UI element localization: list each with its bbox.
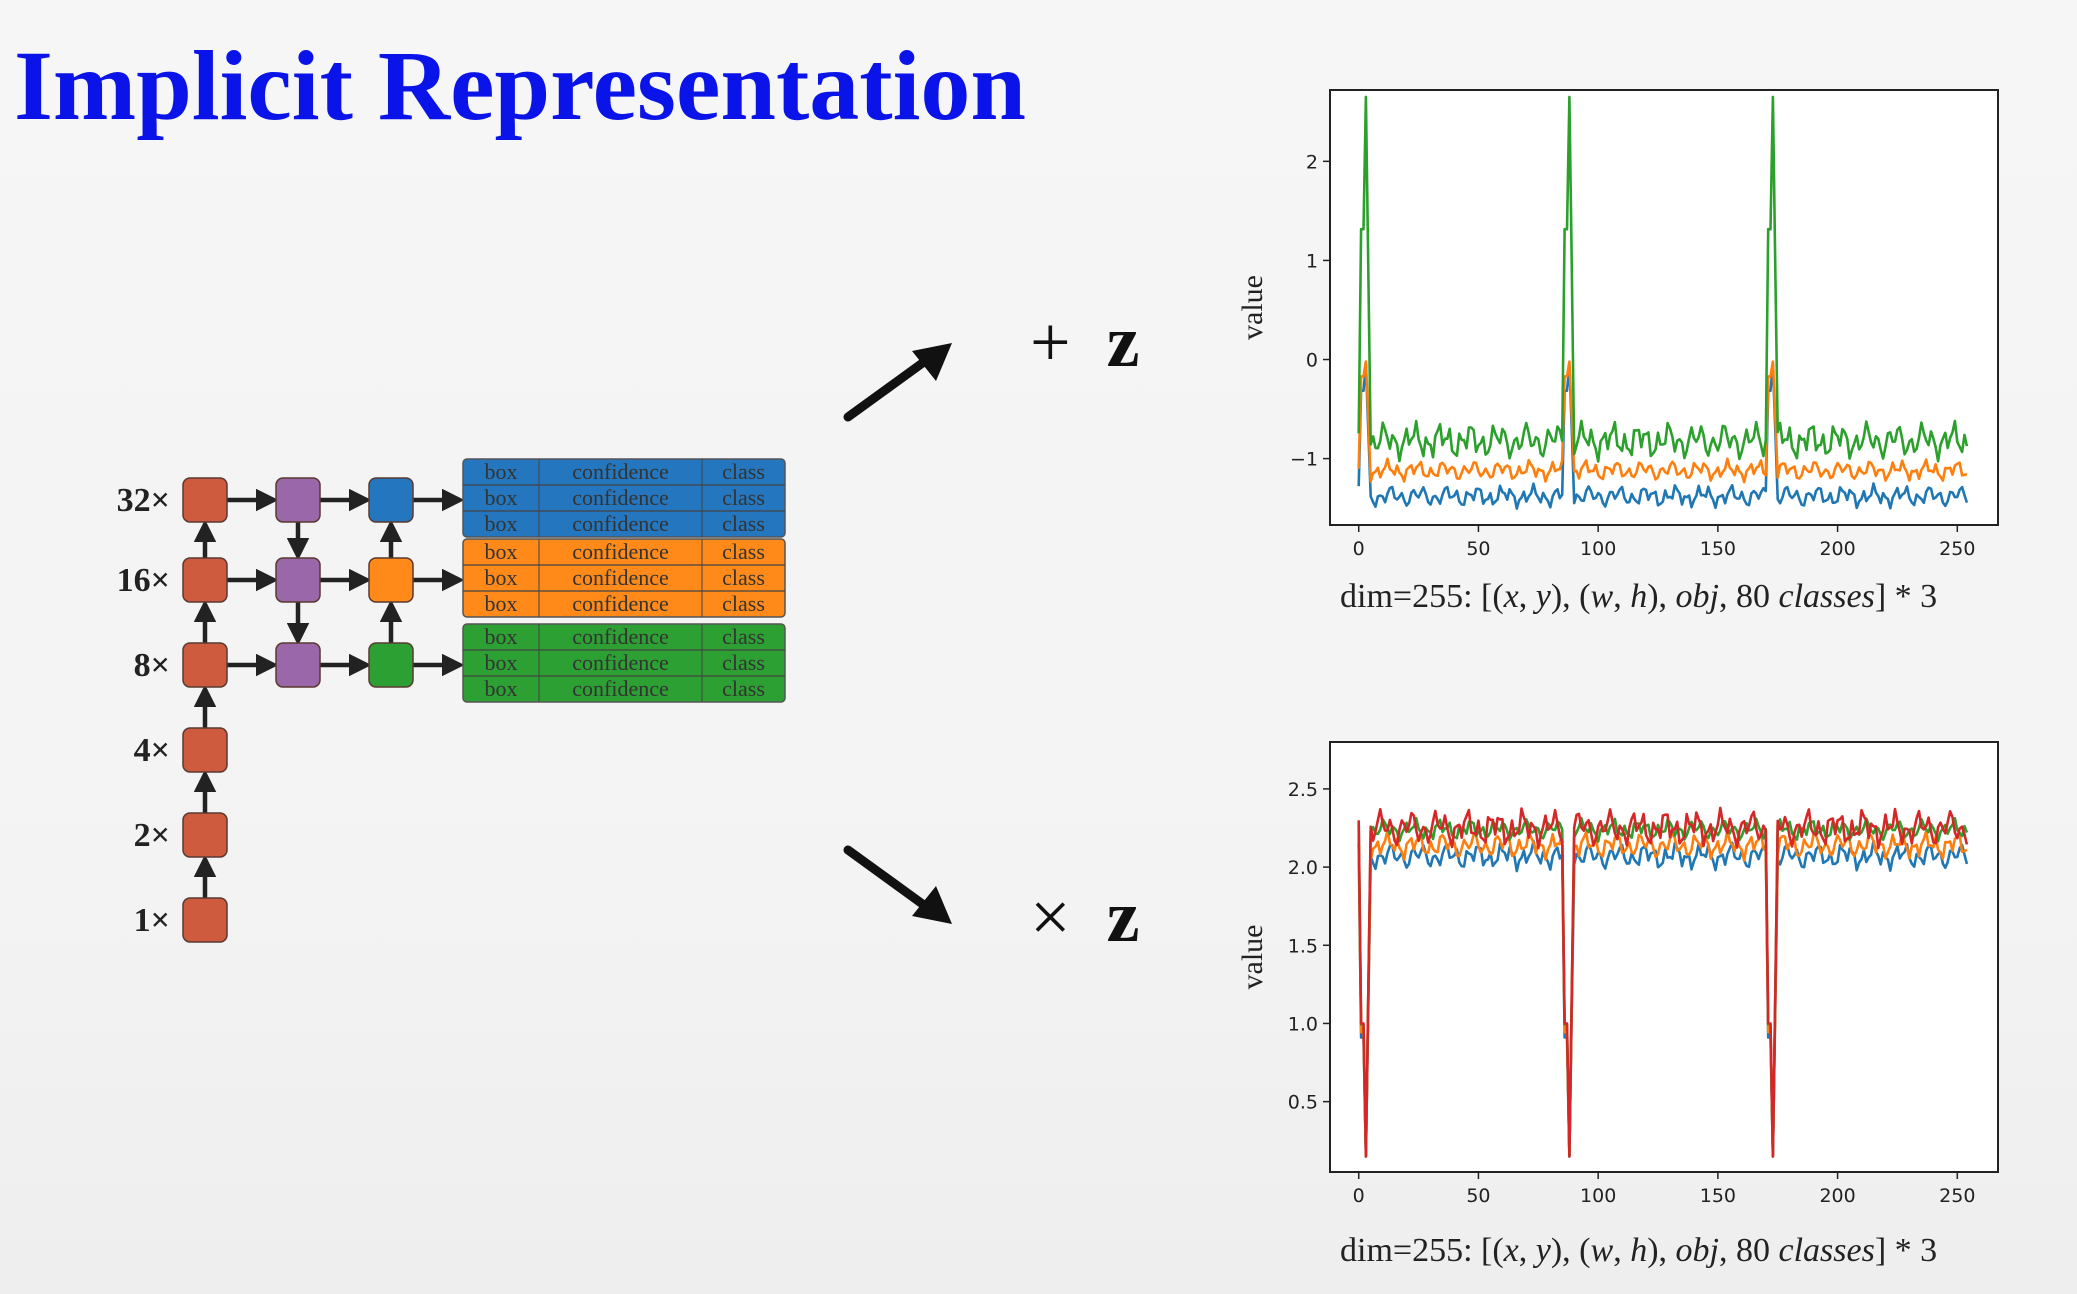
feature-node bbox=[368, 557, 414, 603]
scale-label: 4× bbox=[134, 732, 170, 769]
feature-node bbox=[182, 897, 228, 943]
x-tick-label: 100 bbox=[1580, 538, 1616, 560]
additive-implicit-chart: 0 50 100 150 200 250 −1 0 1 2 value bbox=[1240, 89, 1999, 560]
scale-label: 1× bbox=[134, 902, 170, 939]
x-tick-label: 150 bbox=[1700, 1185, 1736, 1207]
head-cell-box: box bbox=[485, 459, 518, 484]
head-cell-box: box bbox=[485, 650, 518, 675]
y-tick-label: 2.0 bbox=[1288, 857, 1318, 879]
head-cell-class: class bbox=[722, 650, 765, 675]
fpn-diagram: 32× 16× 8× 4× 2× 1× box confidence class box conf… bbox=[117, 458, 786, 943]
plus-symbol: + bbox=[1030, 302, 1071, 382]
dimension-caption-bottom: dim=255: [(x, y), (w, h), obj, 80 classe… bbox=[1340, 1232, 1938, 1269]
feature-node bbox=[275, 557, 321, 603]
scale-label: 2× bbox=[134, 817, 170, 854]
head-cell-confidence: confidence bbox=[572, 591, 669, 616]
head-cell-confidence: confidence bbox=[572, 565, 669, 590]
x-tick-label: 50 bbox=[1466, 538, 1490, 560]
detection-head-0 bbox=[462, 458, 786, 538]
series-line-3 bbox=[1357, 806, 1969, 1158]
head-cell-confidence: confidence bbox=[572, 539, 669, 564]
multiply-z-label: × z bbox=[1030, 875, 1139, 960]
x-tick-label: 250 bbox=[1939, 538, 1975, 560]
series-line-0 bbox=[1357, 839, 1969, 1158]
z-variable: z bbox=[1106, 876, 1140, 958]
plot-frame bbox=[1329, 89, 1999, 526]
head-cell-class: class bbox=[722, 459, 765, 484]
x-tick-label: 50 bbox=[1466, 1185, 1490, 1207]
y-tick-label: 1 bbox=[1306, 250, 1318, 272]
slide-title: Implicit Representation bbox=[14, 30, 1026, 141]
head-cell-box: box bbox=[485, 591, 518, 616]
head-cell-confidence: confidence bbox=[572, 459, 669, 484]
head-cell-class: class bbox=[722, 624, 765, 649]
scale-label: 8× bbox=[134, 647, 170, 684]
plot-frame bbox=[1329, 741, 1999, 1173]
head-cell-class: class bbox=[722, 539, 765, 564]
x-tick-label: 100 bbox=[1580, 1185, 1616, 1207]
y-axis-label: value bbox=[1240, 275, 1269, 340]
head-cell-class: class bbox=[722, 511, 765, 536]
head-cell-box: box bbox=[485, 539, 518, 564]
times-symbol: × bbox=[1030, 877, 1071, 957]
x-tick-label: 150 bbox=[1700, 538, 1736, 560]
feature-node bbox=[182, 557, 228, 603]
head-cell-box: box bbox=[485, 485, 518, 510]
x-tick-label: 0 bbox=[1353, 538, 1365, 560]
y-tick-label: 0.5 bbox=[1288, 1092, 1318, 1114]
x-tick-label: 200 bbox=[1819, 1185, 1855, 1207]
y-tick-label: 2 bbox=[1306, 151, 1318, 173]
y-tick-label: 1.0 bbox=[1288, 1013, 1318, 1035]
feature-node bbox=[182, 812, 228, 858]
series-line-0 bbox=[1357, 363, 1969, 510]
detection-head-2 bbox=[462, 623, 786, 703]
head-cell-box: box bbox=[485, 624, 518, 649]
head-cell-class: class bbox=[722, 485, 765, 510]
scale-label: 32× bbox=[117, 482, 170, 519]
feature-node bbox=[182, 727, 228, 773]
head-cell-class: class bbox=[722, 591, 765, 616]
head-cell-class: class bbox=[722, 676, 765, 701]
y-tick-label: 1.5 bbox=[1288, 935, 1318, 957]
arrow-down-right-icon bbox=[843, 845, 952, 924]
arrow-up-right-icon bbox=[843, 343, 952, 422]
head-cell-box: box bbox=[485, 565, 518, 590]
head-cell-box: box bbox=[485, 511, 518, 536]
scale-label: 16× bbox=[117, 562, 170, 599]
y-axis-label: value bbox=[1240, 925, 1269, 990]
series-line-1 bbox=[1357, 360, 1968, 484]
y-tick-label: 0 bbox=[1306, 350, 1318, 372]
dimension-caption-top: dim=255: [(x, y), (w, h), obj, 80 classe… bbox=[1340, 578, 1938, 615]
add-z-label: + z bbox=[1030, 300, 1139, 385]
detection-head-1 bbox=[462, 538, 786, 618]
head-cell-confidence: confidence bbox=[572, 511, 669, 536]
feature-node bbox=[368, 477, 414, 523]
feature-node bbox=[182, 477, 228, 523]
series-line-2 bbox=[1357, 95, 1969, 463]
z-variable: z bbox=[1106, 301, 1140, 383]
feature-node bbox=[182, 642, 228, 688]
head-cell-class: class bbox=[722, 565, 765, 590]
x-tick-label: 200 bbox=[1819, 538, 1855, 560]
head-cell-confidence: confidence bbox=[572, 676, 669, 701]
y-tick-label: −1 bbox=[1290, 449, 1318, 471]
y-tick-label: 2.5 bbox=[1288, 779, 1318, 801]
multiplicative-implicit-chart: 0 50 100 150 200 250 0.5 1.0 1.5 2.0 2.5 value bbox=[1240, 741, 1999, 1207]
feature-node bbox=[275, 477, 321, 523]
x-tick-label: 250 bbox=[1939, 1185, 1975, 1207]
feature-node bbox=[275, 642, 321, 688]
x-tick-label: 0 bbox=[1353, 1185, 1365, 1207]
series-line-1 bbox=[1357, 828, 1968, 1158]
head-cell-confidence: confidence bbox=[572, 485, 669, 510]
head-cell-confidence: confidence bbox=[572, 650, 669, 675]
head-cell-confidence: confidence bbox=[572, 624, 669, 649]
feature-node bbox=[368, 642, 414, 688]
head-cell-box: box bbox=[485, 676, 518, 701]
